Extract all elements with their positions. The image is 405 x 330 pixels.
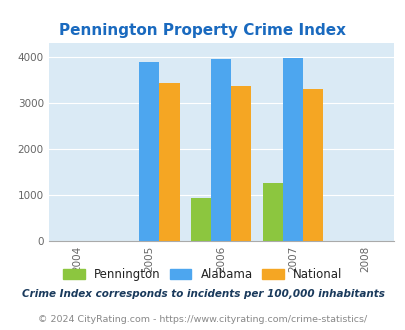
Bar bbox=[231, 86, 251, 241]
Bar bbox=[282, 58, 303, 241]
Bar bbox=[211, 59, 231, 241]
Bar bbox=[191, 198, 211, 241]
Bar bbox=[139, 62, 159, 241]
Bar bbox=[262, 183, 282, 241]
Bar bbox=[303, 89, 322, 241]
Bar bbox=[159, 83, 179, 241]
Text: © 2024 CityRating.com - https://www.cityrating.com/crime-statistics/: © 2024 CityRating.com - https://www.city… bbox=[38, 315, 367, 324]
Text: Crime Index corresponds to incidents per 100,000 inhabitants: Crime Index corresponds to incidents per… bbox=[21, 289, 384, 299]
Text: Pennington Property Crime Index: Pennington Property Crime Index bbox=[60, 23, 345, 38]
Legend: Pennington, Alabama, National: Pennington, Alabama, National bbox=[59, 263, 346, 286]
